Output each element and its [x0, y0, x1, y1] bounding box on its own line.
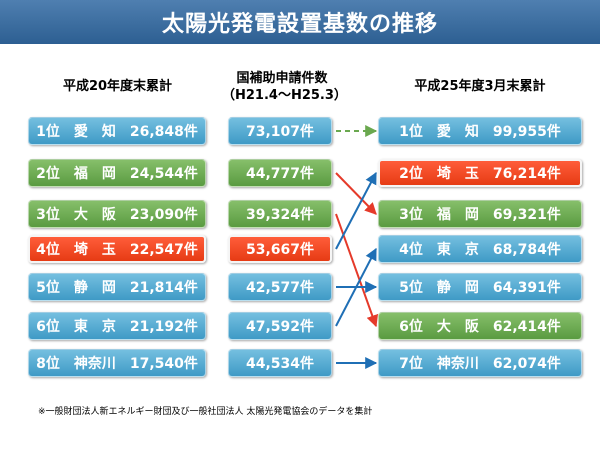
arrow-6-to-4 — [335, 247, 377, 327]
mid-row-1: 73,107件 — [228, 117, 332, 145]
left-row-6: 6位 東 京 21,192件 — [28, 312, 206, 340]
right-row-7: 7位 神奈川 62,074件 — [378, 349, 582, 377]
mid-row-5: 42,577件 — [228, 273, 332, 301]
left-row-7: 8位 神奈川 17,540件 — [28, 349, 206, 377]
right-row-1: 1位 愛 知 99,955件 — [378, 117, 582, 145]
mid-row-6: 47,592件 — [228, 312, 332, 340]
left-row-3: 3位 大 阪 23,090件 — [28, 200, 206, 228]
left-row-4: 4位 埼 玉 22,547件 — [28, 235, 206, 263]
right-row-5: 5位 静 岡 64,391件 — [378, 273, 582, 301]
mid-row-2: 44,777件 — [228, 159, 332, 187]
right-row-2: 2位 埼 玉 76,214件 — [378, 159, 582, 187]
header-fy20-cumulative: 平成20年度末累計 — [62, 79, 173, 94]
page-title: 太陽光発電設置基数の推移 — [0, 0, 600, 44]
arrow-2-to-3 — [335, 172, 377, 215]
header-subsidy-label: 国補助申請件数 — [236, 71, 328, 86]
left-row-5: 5位 静 岡 21,814件 — [28, 273, 206, 301]
mid-row-4: 53,667件 — [228, 235, 332, 263]
header-fy25-cumulative: 平成25年度3月末累計 — [414, 79, 546, 94]
arrow-3-to-6 — [335, 213, 379, 328]
mid-row-7: 44,534件 — [228, 349, 332, 377]
right-row-6: 6位 大 阪 62,414件 — [378, 312, 582, 340]
mid-row-3: 39,324件 — [228, 200, 332, 228]
header-subsidy-period: （H21.4～H25.3） — [222, 88, 347, 103]
source-footnote: ※一般財団法人新エネルギー財団及び一般社団法人 太陽光発電協会のデータを集計 — [38, 407, 373, 417]
right-row-3: 3位 福 岡 69,321件 — [378, 200, 582, 228]
left-row-1: 1位 愛 知 26,848件 — [28, 117, 206, 145]
arrow-4-to-2 — [335, 171, 377, 250]
header-subsidy-applications: 国補助申請件数 （H21.4～H25.3） — [222, 70, 347, 104]
left-row-2: 2位 福 岡 24,544件 — [28, 159, 206, 187]
right-row-4: 4位 東 京 68,784件 — [378, 235, 582, 263]
